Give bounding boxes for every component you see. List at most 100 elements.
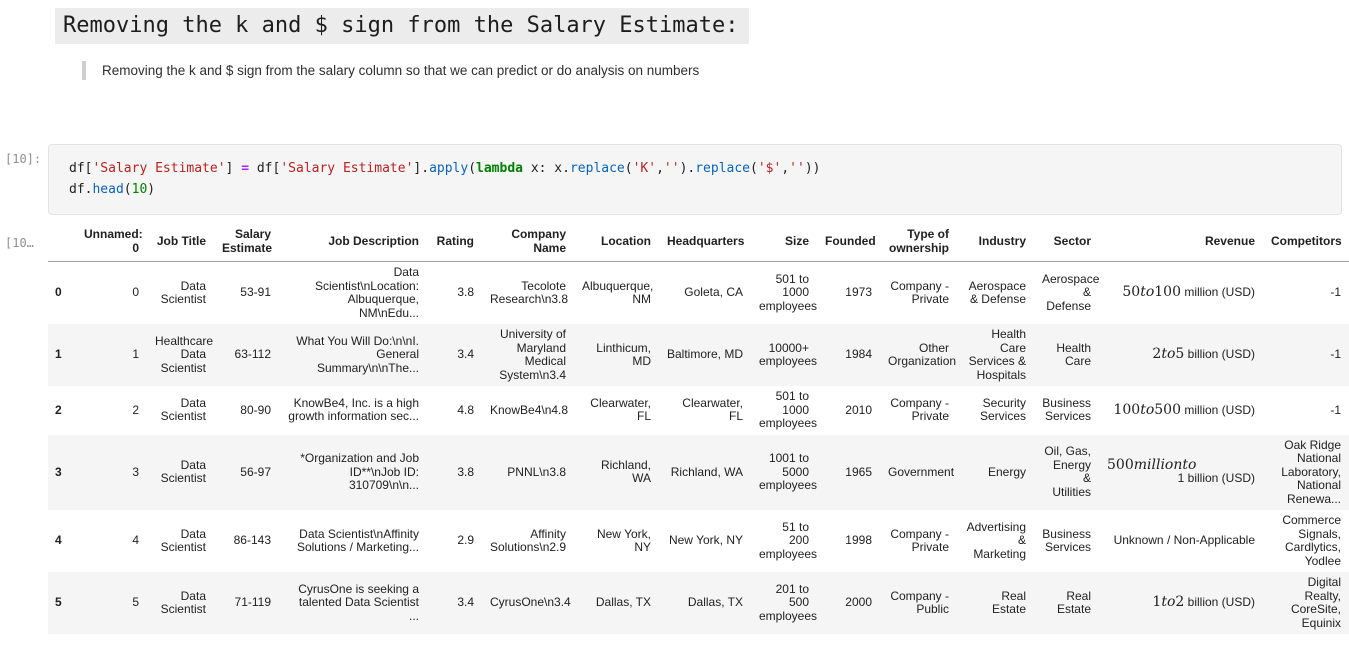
code-line: df.head(10) — [69, 179, 1321, 200]
table-cell: 1001 to 5000 employees — [759, 451, 817, 492]
code-token-string: '' — [789, 161, 805, 176]
notebook: Removing the k and $ sign from the Salar… — [0, 0, 1349, 634]
code-line: df['Salary Estimate'] = df['Salary Estim… — [69, 158, 1321, 179]
code-token-plain: ] — [225, 161, 242, 176]
heading-inline-code: Removing the k and $ sign from the Salar… — [55, 8, 749, 44]
table-cell: -1 — [1330, 347, 1341, 362]
code-token-plain: x: x. — [523, 161, 570, 176]
table-cell: 0 — [132, 285, 139, 300]
code-token-plain: df[ — [249, 161, 281, 176]
table-cell: Data Scientist — [160, 526, 206, 554]
row-index: 0 — [55, 285, 62, 300]
table-cell: Business Services — [1042, 395, 1091, 424]
table-cell: PNNL\n3.8 — [507, 464, 566, 479]
table-cell: Oak Ridge National Laboratory, National … — [1281, 437, 1341, 506]
table-head: Unnamed: 0 Job Title Salary Estimate Job De… — [48, 222, 1349, 262]
table-cell: Linthicum, MD — [596, 340, 651, 368]
column-header: Unnamed: 0 — [76, 222, 147, 262]
column-header: Headquarters — [659, 222, 751, 262]
table-cell: 51 to 200 employees — [759, 519, 817, 561]
code-token-plain: , — [656, 161, 664, 176]
latex-math-fragment: 500millionto — [1107, 456, 1197, 473]
table-cell: 4 — [132, 533, 139, 548]
table-cell: 1984 — [845, 347, 872, 362]
column-header: Location — [574, 222, 659, 262]
blockquote-text: Removing the k and $ sign from the salar… — [102, 63, 700, 78]
table-cell: 2 — [132, 402, 139, 417]
table-cell: Advertising & Marketing — [966, 519, 1026, 561]
column-header: Size — [751, 222, 817, 262]
table-row: 3 3 Data Scientist 56-97 *Organization and J… — [48, 434, 1349, 510]
table-cell: Commerce Signals, Cardlytics, Yodlee — [1282, 513, 1341, 568]
table-cell: Dallas, TX — [687, 595, 743, 610]
table-cell: 100to500 million (USD) — [1113, 401, 1255, 418]
table-row: 0 0 Data Scientist 53-91 Data Scientist\nLoc… — [48, 262, 1349, 325]
table-cell: 80-90 — [240, 402, 271, 417]
code-token-plain: df. — [69, 182, 93, 197]
table-cell: Dallas, TX — [595, 595, 651, 610]
table-cell: Company - Public — [890, 588, 949, 616]
table-cell: 1965 — [845, 464, 872, 479]
table-cell: Baltimore, MD — [667, 347, 744, 362]
table-cell: 3.8 — [457, 464, 474, 479]
code-token-plain: ]. — [413, 161, 430, 176]
table-cell: Albuquerque, NM — [582, 278, 654, 306]
code-token-plain: ). — [679, 161, 696, 176]
table-cell: Richland, WA — [600, 457, 651, 486]
code-token-plain: ) — [147, 182, 156, 197]
table-cell: 4.8 — [457, 402, 474, 417]
table-cell: Company - Private — [890, 278, 949, 306]
latex-math-fragment: 2to5 — [1152, 346, 1185, 363]
page-title: Removing the k and $ sign from the Salar… — [55, 8, 1349, 44]
table-cell: -1 — [1330, 402, 1341, 417]
table-cell: 50to100 million (USD) — [1122, 284, 1255, 301]
code-token-function: apply — [429, 161, 469, 176]
output-cell: [10… Unnamed: 0 Job Title Salary Estimate J… — [0, 222, 1349, 634]
table-cell: Health Care — [1056, 340, 1091, 368]
table-row: 5 5 Data Scientist 71-119 CyrusOne is seekin… — [48, 572, 1349, 634]
code-token-string: 'K' — [632, 161, 657, 176]
column-header: Company Name — [482, 222, 574, 262]
code-editor[interactable]: df['Salary Estimate'] = df['Salary Estim… — [48, 144, 1342, 215]
table-cell: Real Estate — [1056, 588, 1091, 616]
table-cell: University of Maryland Medical System\n3… — [499, 327, 566, 382]
column-header: Founded — [817, 222, 880, 262]
table-cell: Tecolote Research\n3.8 — [490, 278, 569, 306]
table-cell: 1to2 billion (USD) — [1152, 594, 1255, 611]
column-header: Industry — [957, 222, 1034, 262]
table-cell: 3.4 — [457, 347, 474, 362]
code-token-plain: ( — [750, 161, 758, 176]
code-token-string: '$' — [757, 161, 782, 176]
code-token-function: replace — [695, 161, 751, 176]
code-token-keyword: lambda — [476, 161, 523, 176]
code-lines: df['Salary Estimate'] = df['Salary Estim… — [69, 158, 1321, 200]
table-cell: CyrusOne is seeking a talented Data Scie… — [298, 581, 419, 623]
table-cell: Richland, WA — [670, 464, 743, 479]
row-index: 2 — [55, 402, 62, 417]
table-cell: 501 to 1000 employees — [759, 271, 817, 313]
code-token-plain: ( — [123, 182, 132, 197]
table-cell: Affinity Solutions\n2.9 — [490, 526, 567, 554]
code-cell: [10]: df['Salary Estimate'] = df['Salary… — [0, 144, 1349, 215]
table-cell: Aerospace & Defense — [1042, 271, 1099, 313]
table-cell: Healthcare Data Scientist — [155, 333, 214, 375]
output-area: Unnamed: 0 Job Title Salary Estimate Job De… — [48, 222, 1349, 634]
table-cell: Digital Realty, CoreSite, Equinix — [1290, 575, 1341, 630]
table-cell: Business Services — [1042, 526, 1091, 554]
table-cell: 201 to 500 employees — [759, 581, 817, 623]
table-cell: KnowBe4, Inc. is a high growth informati… — [288, 395, 419, 424]
code-token-plain: ( — [624, 161, 633, 176]
header-row: Unnamed: 0 Job Title Salary Estimate Job De… — [48, 222, 1349, 262]
column-header: Job Description — [279, 222, 427, 262]
table-cell: 501 to 1000 employees — [759, 389, 817, 430]
column-header: Salary Estimate — [214, 222, 279, 262]
index-header — [48, 222, 76, 262]
markdown-cell: Removing the k and $ sign from the Salar… — [0, 0, 1349, 80]
table-cell: Company - Private — [890, 526, 949, 554]
table-row: 2 2 Data Scientist 80-90 KnowBe4, Inc. is a … — [48, 386, 1349, 435]
table-cell: 10000+ employees — [759, 340, 817, 368]
table-cell: 2.9 — [457, 533, 474, 548]
table-cell: Data Scientist — [160, 395, 206, 424]
latex-math-fragment: 50to100 — [1122, 284, 1181, 301]
row-index: 5 — [55, 595, 62, 610]
